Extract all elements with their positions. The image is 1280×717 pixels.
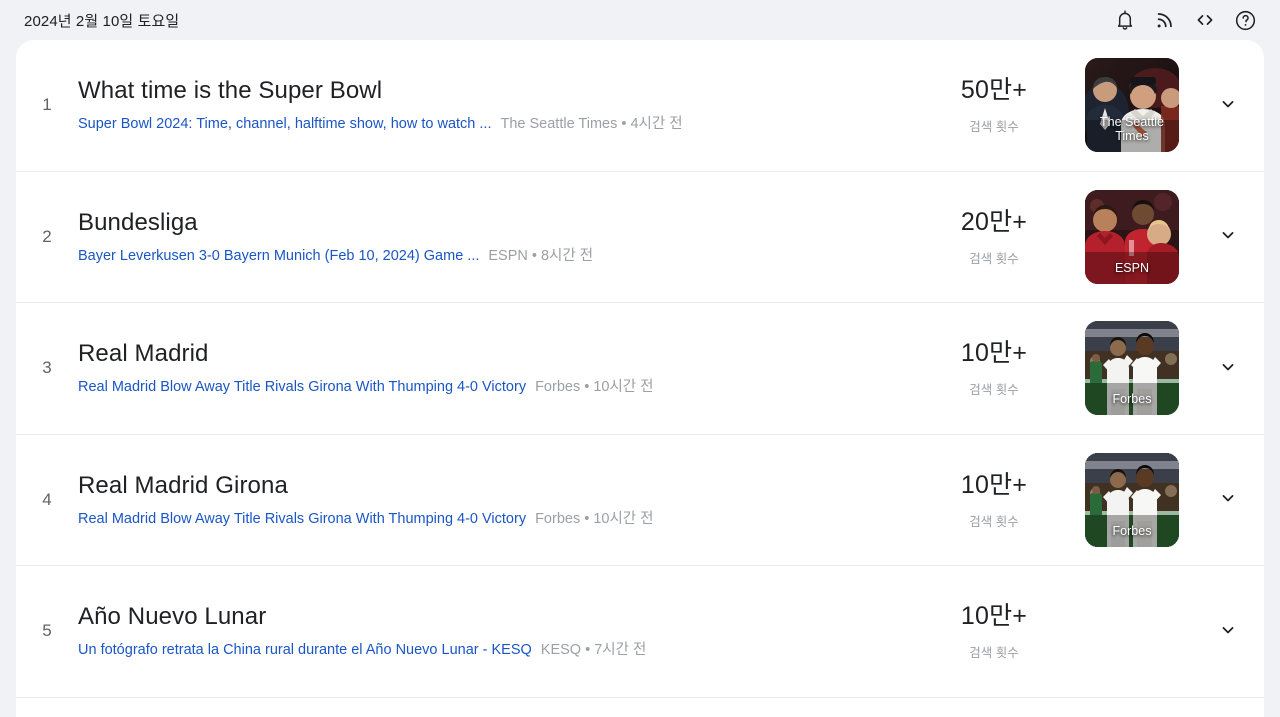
thumbnail-cell: ESPN xyxy=(1072,189,1192,284)
expand-row-button[interactable] xyxy=(1210,482,1246,518)
search-volume-label: 검색 횟수 xyxy=(969,646,1019,661)
expand-cell xyxy=(1192,350,1264,386)
expand-row-button[interactable] xyxy=(1210,219,1246,255)
thumbnail-image-superbowl xyxy=(1085,58,1179,153)
chevron-down-icon xyxy=(1218,225,1238,248)
top-bar-actions xyxy=(1108,3,1262,37)
table-row[interactable]: 3 Real Madrid Real Madrid Blow Away Titl… xyxy=(16,303,1264,435)
thumbnail-source-caption: Forbes xyxy=(1112,523,1152,538)
search-volume-value: 50만+ xyxy=(960,76,1028,105)
news-headline-link[interactable]: Real Madrid Blow Away Title Rivals Giron… xyxy=(78,379,527,396)
thumbnail-image-madrid xyxy=(1085,452,1179,547)
chevron-down-icon xyxy=(1218,488,1238,511)
search-volume-value: 10만+ xyxy=(960,602,1028,631)
expand-cell xyxy=(1192,87,1264,123)
news-thumbnail[interactable]: The Seattle Times xyxy=(1085,58,1179,153)
embed-code-button[interactable] xyxy=(1188,3,1222,37)
trend-content: What time is the Super Bowl Super Bowl 2… xyxy=(78,76,922,134)
trend-title: Real Madrid Girona xyxy=(78,471,288,499)
search-volume: 10만+ 검색 횟수 xyxy=(922,470,1072,530)
table-row[interactable]: 5 Año Nuevo Lunar Un fotógrafo retrata l… xyxy=(16,566,1264,698)
help-circle-icon xyxy=(1234,9,1257,32)
search-volume-value: 10만+ xyxy=(960,470,1028,499)
trend-news: Bayer Leverkusen 3-0 Bayern Munich (Feb … xyxy=(78,247,906,266)
code-brackets-icon xyxy=(1194,9,1216,31)
trend-news: Un fotógrafo retrata la China rural dura… xyxy=(78,641,906,660)
news-headline-link[interactable]: Super Bowl 2024: Time, channel, halftime… xyxy=(78,116,492,133)
news-thumbnail[interactable]: Forbes xyxy=(1085,321,1179,416)
trend-title: Real Madrid xyxy=(78,340,209,368)
help-button[interactable] xyxy=(1228,3,1262,37)
search-volume: 20만+ 검색 횟수 xyxy=(922,207,1072,267)
news-headline-link[interactable]: Real Madrid Blow Away Title Rivals Giron… xyxy=(78,510,527,527)
top-bar: 2024년 2월 10일 토요일 xyxy=(0,0,1280,40)
news-source-meta: ESPN • 8시간 전 xyxy=(488,247,594,264)
trend-content: Bundesliga Bayer Leverkusen 3-0 Bayern M… xyxy=(78,208,922,266)
expand-cell xyxy=(1192,613,1264,649)
trend-title: Bundesliga xyxy=(78,208,198,236)
expand-cell xyxy=(1192,482,1264,518)
search-volume-value: 10만+ xyxy=(960,339,1028,368)
news-thumbnail[interactable]: Forbes xyxy=(1085,452,1179,547)
chevron-down-icon xyxy=(1218,94,1238,117)
thumbnail-image-leverkusen xyxy=(1085,189,1179,284)
notifications-button[interactable] xyxy=(1108,3,1142,37)
trend-news: Super Bowl 2024: Time, channel, halftime… xyxy=(78,115,906,134)
expand-cell xyxy=(1192,219,1264,255)
news-headline-link[interactable]: Un fotógrafo retrata la China rural dura… xyxy=(78,642,532,659)
thumbnail-cell: The Seattle Times xyxy=(1072,58,1192,153)
trend-rank: 3 xyxy=(42,358,52,378)
search-volume-label: 검색 횟수 xyxy=(969,251,1019,266)
trend-rank: 2 xyxy=(42,226,52,246)
rss-icon xyxy=(1154,9,1176,31)
current-date-label: 2024년 2월 10일 토요일 xyxy=(24,12,180,30)
search-volume: 10만+ 검색 횟수 xyxy=(922,601,1072,661)
trend-content: Real Madrid Real Madrid Blow Away Title … xyxy=(78,339,922,397)
news-source-meta: KESQ • 7시간 전 xyxy=(540,642,647,659)
table-row[interactable]: 1 What time is the Super Bowl Super Bowl… xyxy=(16,40,1264,172)
thumbnail-source-caption: The Seattle Times xyxy=(1100,115,1164,144)
thumbnail-source-caption: Forbes xyxy=(1112,392,1152,407)
expand-row-button[interactable] xyxy=(1210,350,1246,386)
trend-news: Real Madrid Blow Away Title Rivals Giron… xyxy=(78,378,906,397)
table-row[interactable]: 2 Bundesliga Bayer Leverkusen 3-0 Bayern… xyxy=(16,171,1264,303)
trend-news: Real Madrid Blow Away Title Rivals Giron… xyxy=(78,510,906,529)
news-headline-link[interactable]: Bayer Leverkusen 3-0 Bayern Munich (Feb … xyxy=(78,247,480,264)
thumbnail-cell: Forbes xyxy=(1072,452,1192,547)
bell-icon xyxy=(1114,9,1136,31)
news-source-meta: Forbes • 10시간 전 xyxy=(535,510,654,527)
chevron-down-icon xyxy=(1218,620,1238,643)
table-row[interactable]: 4 Real Madrid Girona Real Madrid Blow Aw… xyxy=(16,434,1264,566)
search-volume-label: 검색 횟수 xyxy=(969,383,1019,398)
news-thumbnail[interactable]: ESPN xyxy=(1085,189,1179,284)
trending-now-card: 1 What time is the Super Bowl Super Bowl… xyxy=(16,40,1264,717)
expand-row-button[interactable] xyxy=(1210,613,1246,649)
thumbnail-cell: Forbes xyxy=(1072,321,1192,416)
trend-rank: 5 xyxy=(42,621,52,641)
trend-content: Año Nuevo Lunar Un fotógrafo retrata la … xyxy=(78,602,922,660)
trend-title: Año Nuevo Lunar xyxy=(78,603,267,631)
search-volume-label: 검색 횟수 xyxy=(969,514,1019,529)
trend-title: What time is the Super Bowl xyxy=(78,77,383,105)
search-volume-value: 20만+ xyxy=(960,207,1028,236)
trend-content: Real Madrid Girona Real Madrid Blow Away… xyxy=(78,471,922,529)
trend-rank: 4 xyxy=(42,489,52,509)
search-volume: 10만+ 검색 횟수 xyxy=(922,338,1072,398)
thumbnail-source-caption: ESPN xyxy=(1114,260,1150,275)
search-volume-label: 검색 횟수 xyxy=(969,120,1019,135)
news-source-meta: The Seattle Times • 4시간 전 xyxy=(500,116,683,133)
news-source-meta: Forbes • 10시간 전 xyxy=(535,379,654,396)
rss-feed-button[interactable] xyxy=(1148,3,1182,37)
expand-row-button[interactable] xyxy=(1210,87,1246,123)
trend-rank: 1 xyxy=(42,95,52,115)
search-volume: 50만+ 검색 횟수 xyxy=(922,75,1072,135)
chevron-down-icon xyxy=(1218,357,1238,380)
thumbnail-image-madrid xyxy=(1085,321,1179,416)
